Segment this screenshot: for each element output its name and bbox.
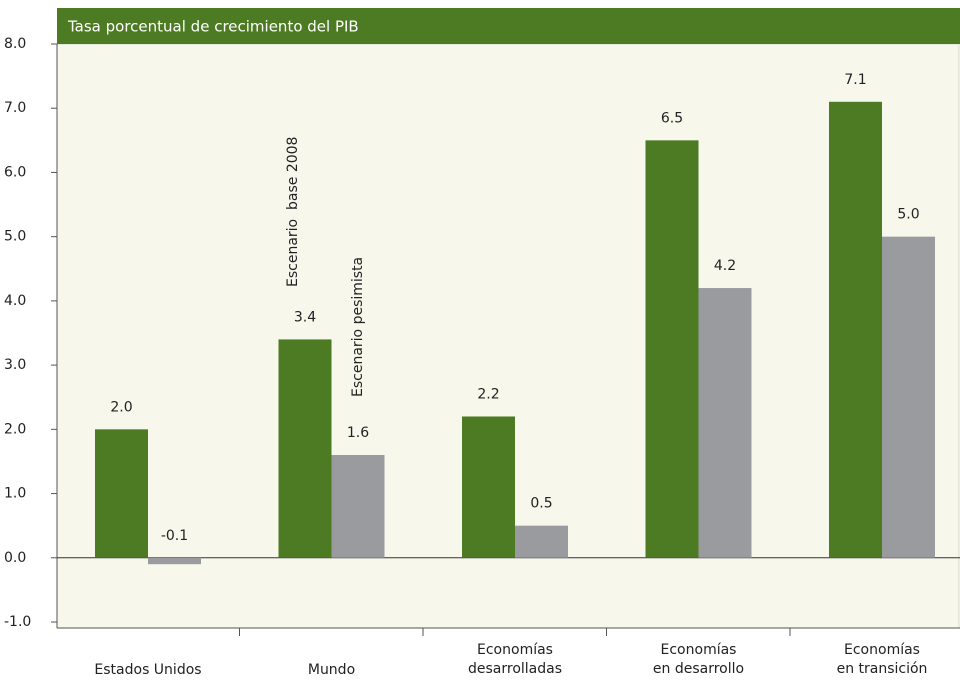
y-tick-label: 8.0 [4,36,26,52]
bar [698,288,752,558]
value-label: 5.0 [897,207,919,223]
y-tick-label: 4.0 [4,293,26,309]
bar [882,236,935,558]
value-label: 1.6 [347,425,369,441]
value-label: 7.1 [844,72,866,88]
bar [462,416,515,558]
bar [95,429,148,558]
y-tick-label: 0.0 [4,550,26,566]
x-tick-label: Economías en transición [837,642,928,677]
bar [515,525,568,558]
value-label: 6.5 [661,110,683,126]
y-tick-label: 2.0 [4,421,26,437]
x-tick-label: Economías en desarrollo [653,642,744,677]
y-tick-label: 1.0 [4,486,26,502]
chart-title: Tasa porcentual de crecimiento del PIB [67,18,359,36]
x-tick-label: Estados Unidos [94,662,201,678]
legend-label: Escenario base 2008 [285,137,301,287]
y-tick-label: 3.0 [4,357,26,373]
y-tick-label: -1.0 [4,614,31,630]
title-bar [57,8,960,44]
y-tick-label: 6.0 [4,164,26,180]
x-tick-label: Economías desarrolladas [468,642,562,677]
bar [829,101,882,558]
bar [331,455,385,558]
value-label: 3.4 [294,309,316,325]
legend-label: Escenario pesimista [350,257,366,397]
bar [148,557,201,565]
value-label: 2.0 [110,399,132,415]
y-tick-label: 7.0 [4,100,26,116]
bar [278,339,332,558]
y-tick-label: 5.0 [4,229,26,245]
value-label: -0.1 [161,528,188,544]
value-label: 0.5 [530,496,552,512]
bar [645,140,699,558]
value-label: 2.2 [477,386,499,402]
value-label: 4.2 [714,258,736,274]
x-tick-label: Mundo [308,662,355,678]
